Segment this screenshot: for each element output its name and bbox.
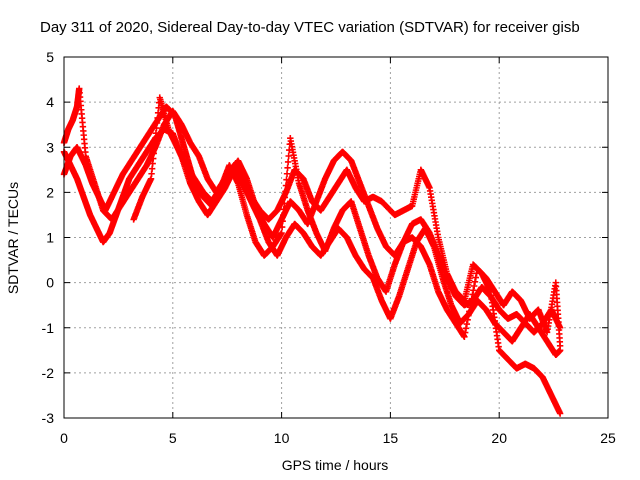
y-tick-label: -3 (42, 410, 55, 426)
data-point (278, 223, 286, 231)
y-tick-label: -1 (42, 320, 55, 336)
axis-ticks: 0 5 10 15 20 25 -3 -2 -1 0 1 2 3 4 5 (42, 49, 616, 446)
x-tick-label: 25 (600, 430, 616, 446)
data-point (462, 329, 469, 336)
data-point (466, 303, 474, 311)
data-point (464, 316, 471, 324)
data-point (283, 176, 290, 183)
x-axis-label: GPS time / hours (282, 457, 389, 473)
data-point (467, 299, 475, 307)
y-tick-label: -2 (42, 365, 55, 381)
data-point (469, 291, 476, 298)
y-tick-label: 4 (46, 94, 54, 110)
data-point (471, 278, 479, 285)
x-tick-label: 5 (169, 430, 177, 446)
data-point (463, 320, 471, 328)
y-tick-label: 3 (46, 139, 54, 155)
grid-lines (64, 57, 608, 418)
data-point (283, 170, 291, 177)
y-tick-label: 1 (46, 230, 54, 246)
x-tick-label: 15 (383, 430, 399, 446)
x-tick-label: 20 (491, 430, 507, 446)
chart-title: Day 311 of 2020, Sidereal Day-to-day VTE… (40, 19, 580, 36)
data-point (278, 229, 285, 237)
y-axis-label: SDTVAR / TECUs (5, 182, 21, 294)
series-track-2 (60, 126, 564, 359)
data-point (461, 333, 468, 340)
data-point (465, 312, 472, 319)
y-tick-label: 5 (46, 49, 54, 65)
data-point (466, 308, 473, 315)
data-point (468, 295, 475, 302)
data-point (280, 212, 287, 219)
data-point (280, 206, 287, 213)
data-point (556, 410, 564, 417)
data-point (470, 282, 478, 290)
data-point (470, 287, 477, 294)
data-point (462, 325, 470, 332)
data-point (281, 194, 289, 201)
series-track-4 (130, 94, 564, 349)
series-track-3 (60, 85, 564, 417)
y-tick-label: 2 (46, 184, 54, 200)
data-point (281, 200, 288, 207)
data-point (282, 188, 289, 195)
x-tick-label: 10 (274, 430, 290, 446)
y-tick-label: 0 (46, 275, 54, 291)
data-point (285, 152, 292, 160)
data-point (284, 164, 291, 172)
data-point (279, 217, 286, 225)
data-point (284, 158, 292, 166)
data-markers (60, 85, 564, 417)
data-point (472, 274, 480, 281)
data-point (556, 342, 564, 349)
x-tick-label: 0 (60, 430, 68, 446)
data-point (282, 182, 290, 189)
